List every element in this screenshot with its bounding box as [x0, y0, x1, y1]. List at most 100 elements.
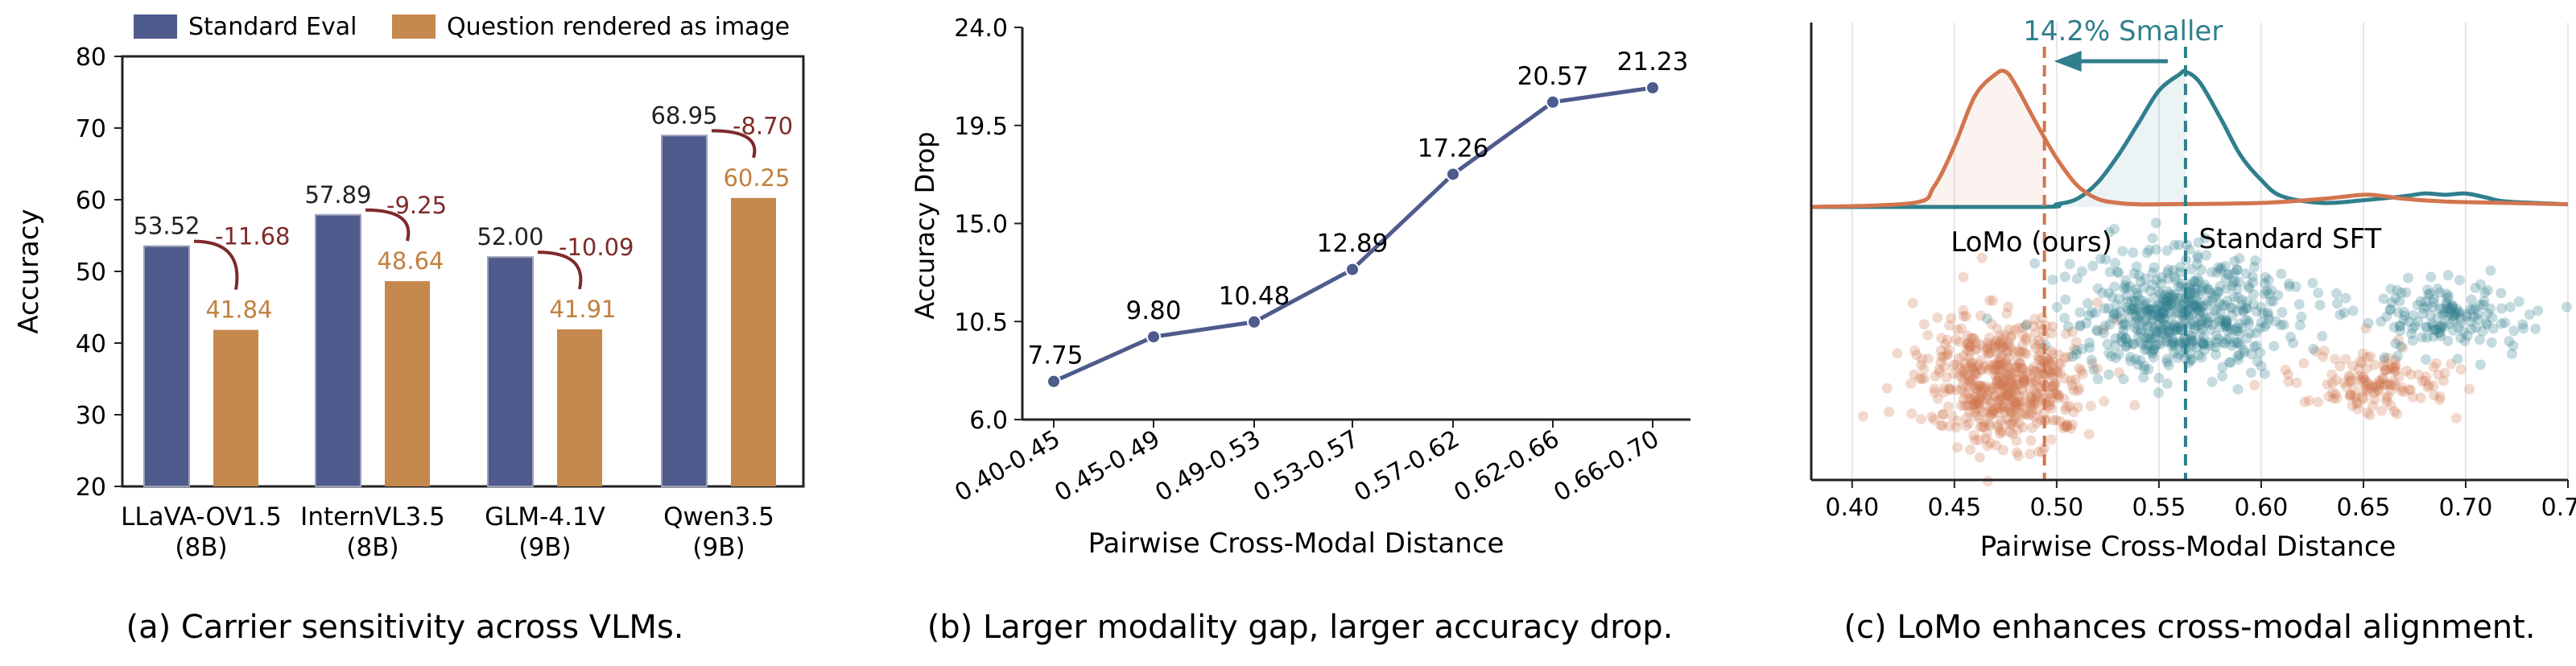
sft-point	[2153, 311, 2164, 322]
sft-point	[2129, 317, 2140, 329]
sft-point	[2438, 309, 2449, 321]
lomo-point	[2008, 396, 2020, 407]
sft-point	[2417, 308, 2429, 319]
lomo-point	[1938, 409, 1949, 420]
sft-point	[2455, 312, 2467, 324]
sft-point	[2162, 292, 2174, 303]
sft-point	[2238, 305, 2249, 316]
lomo-point	[1980, 433, 1992, 445]
sft-point	[2166, 337, 2178, 349]
sft-point	[2483, 308, 2494, 319]
lomo-point	[2055, 358, 2066, 370]
x-tick-label: 0.55	[2132, 494, 2186, 522]
sft-point	[2113, 349, 2124, 360]
lomo-point	[2005, 332, 2017, 343]
lomo-point	[1975, 354, 1987, 366]
sft-point	[2194, 350, 2205, 361]
sft-point	[2157, 306, 2169, 317]
sft-point	[2173, 322, 2184, 333]
lomo-point	[2000, 413, 2012, 424]
sft-point	[2246, 349, 2257, 360]
sft-point	[2202, 283, 2213, 295]
sft-point	[2137, 339, 2149, 350]
lomo-point	[2013, 391, 2025, 402]
sft-point	[2278, 319, 2289, 330]
sft-point	[2186, 341, 2198, 352]
lomo-point	[2019, 347, 2030, 358]
sft-point	[2149, 262, 2160, 273]
lomo-point	[1944, 320, 1955, 331]
lomo-point	[2112, 314, 2123, 325]
sft-point	[2159, 313, 2170, 325]
sft-point	[2214, 297, 2225, 308]
lomo-point	[2005, 405, 2017, 416]
lomo-point	[2384, 363, 2396, 374]
sft-point	[2168, 337, 2179, 348]
sft-point	[2148, 314, 2159, 325]
lomo-point	[2375, 378, 2386, 389]
lomo-point	[2021, 370, 2033, 382]
sft-point	[2102, 338, 2113, 350]
lomo-point	[2366, 383, 2377, 394]
sft-point	[2211, 290, 2222, 301]
lomo-point	[1992, 358, 2004, 370]
sft-point	[2444, 318, 2455, 329]
bar-value-label-standard: 57.89	[304, 181, 371, 209]
sft-point	[2466, 324, 2477, 335]
sft-point	[2077, 344, 2088, 355]
sft-point	[2153, 310, 2165, 321]
sft-point	[2153, 387, 2164, 399]
lomo-point	[1992, 360, 2004, 371]
sft-point	[2187, 335, 2198, 346]
sft-point	[2092, 325, 2103, 337]
sft-point	[2176, 321, 2187, 332]
sft-point	[2233, 354, 2244, 365]
lomo-point	[2021, 319, 2033, 330]
sft-point	[2132, 312, 2143, 324]
sft-point	[2151, 326, 2162, 337]
lomo-point	[2388, 406, 2400, 417]
sft-point	[2435, 323, 2446, 334]
sft-point	[2132, 290, 2143, 301]
lomo-point	[1958, 271, 1969, 283]
lomo-point	[2025, 391, 2037, 403]
lomo-point	[1918, 373, 1930, 384]
sft-point	[2215, 321, 2226, 333]
lomo-point	[1936, 333, 1947, 344]
bar-question-image	[213, 329, 258, 486]
sft-point	[2231, 264, 2243, 275]
lomo-point	[2004, 370, 2015, 381]
caption-a: (a) Carrier sensitivity across VLMs.	[126, 609, 683, 646]
lomo-point	[1967, 395, 1979, 406]
sft-point	[2166, 310, 2178, 321]
lomo-point	[2404, 384, 2415, 395]
lomo-point	[2355, 374, 2366, 386]
sft-point	[2284, 278, 2295, 289]
sft-point	[2226, 280, 2237, 292]
lomo-point	[1994, 379, 2005, 391]
sft-point	[2221, 316, 2232, 328]
sft-point	[2136, 307, 2147, 318]
lomo-point	[2045, 365, 2056, 376]
sft-point	[2192, 250, 2203, 261]
lomo-point	[2099, 395, 2110, 407]
sft-point	[2190, 283, 2202, 295]
sft-point	[2207, 295, 2218, 306]
lomo-point	[2077, 368, 2088, 379]
lomo-point	[1956, 400, 1967, 412]
lomo-point	[2351, 392, 2362, 403]
sft-point	[2435, 321, 2446, 333]
lomo-point	[2015, 358, 2026, 369]
lomo-point	[2363, 379, 2375, 390]
sft-point	[2070, 349, 2082, 360]
lomo-density-fill	[1811, 72, 2045, 207]
sft-point	[2157, 300, 2168, 311]
sft-point	[2128, 322, 2140, 333]
sft-point	[2378, 293, 2389, 304]
sft-point	[2458, 326, 2469, 337]
sft-point	[2186, 318, 2198, 329]
lomo-point	[1911, 350, 1922, 361]
sft-point	[2429, 296, 2440, 308]
lomo-point	[2014, 357, 2025, 368]
sft-point	[2109, 258, 2120, 269]
